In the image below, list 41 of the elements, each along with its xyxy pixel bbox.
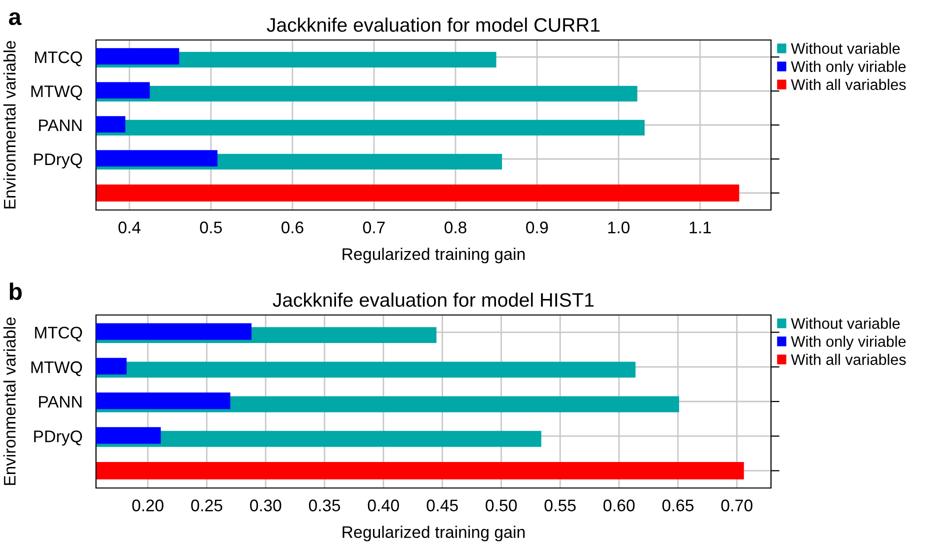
y-tick-label: PANN — [39, 396, 82, 408]
y-tick-label: PDryQ — [34, 153, 82, 168]
x-tick-label: 0.60 — [603, 500, 635, 512]
chart-title: Jackknife evaluation for model HIST1 — [272, 292, 594, 307]
x-tick-label: 0.65 — [662, 500, 694, 512]
x-tick-label: 0.45 — [426, 500, 458, 512]
x-tick-label: 0.55 — [544, 500, 576, 512]
x-tick-label: 0.70 — [721, 500, 752, 512]
y-tick-label: PDryQ — [34, 430, 82, 446]
x-axis-title: Regularized training gain — [342, 248, 525, 264]
y-axis-title: Environmental variable — [3, 40, 16, 208]
y-tick-label: MTWQ — [31, 361, 82, 376]
chart-title: Jackknife evaluation for model CURR1 — [266, 18, 600, 32]
text: a — [8, 12, 22, 26]
x-tick-label: 0.20 — [132, 500, 164, 512]
y-tick-label: PANN — [39, 120, 82, 132]
y-tick-label: MTWQ — [31, 85, 82, 100]
x-tick-label: 0.8 — [444, 222, 466, 234]
x-axis-title: Regularized training gain — [342, 526, 525, 542]
x-tick-label: 0.30 — [250, 500, 282, 512]
x-tick-label: 0.6 — [282, 222, 304, 234]
x-tick-label: 0.4 — [118, 222, 141, 234]
legend-label: Without variable — [790, 42, 900, 54]
x-tick-label: 1.1 — [690, 222, 711, 234]
x-tick-label: 0.50 — [486, 500, 517, 512]
x-tick-label: 0.40 — [368, 500, 400, 512]
x-tick-label: 0.7 — [363, 222, 385, 234]
x-tick-label: 0.35 — [308, 500, 340, 512]
x-tick-label: 0.5 — [200, 222, 222, 234]
x-tick-label: 1.0 — [608, 222, 630, 234]
legend-label: With only viriable — [790, 60, 906, 76]
y-tick-label: MTCQ — [35, 326, 82, 342]
legend-label: Without variable — [790, 318, 900, 329]
text: b — [10, 282, 22, 300]
y-tick-label: MTCQ — [35, 51, 82, 66]
y-axis-title: Environmental variable — [3, 317, 16, 485]
legend-label: With all variables — [790, 78, 906, 90]
legend-label: With all variables — [790, 354, 906, 365]
x-tick-label: 0.9 — [526, 222, 548, 234]
legend-label: With only viriable — [790, 336, 906, 350]
x-tick-label: 0.25 — [191, 500, 222, 512]
